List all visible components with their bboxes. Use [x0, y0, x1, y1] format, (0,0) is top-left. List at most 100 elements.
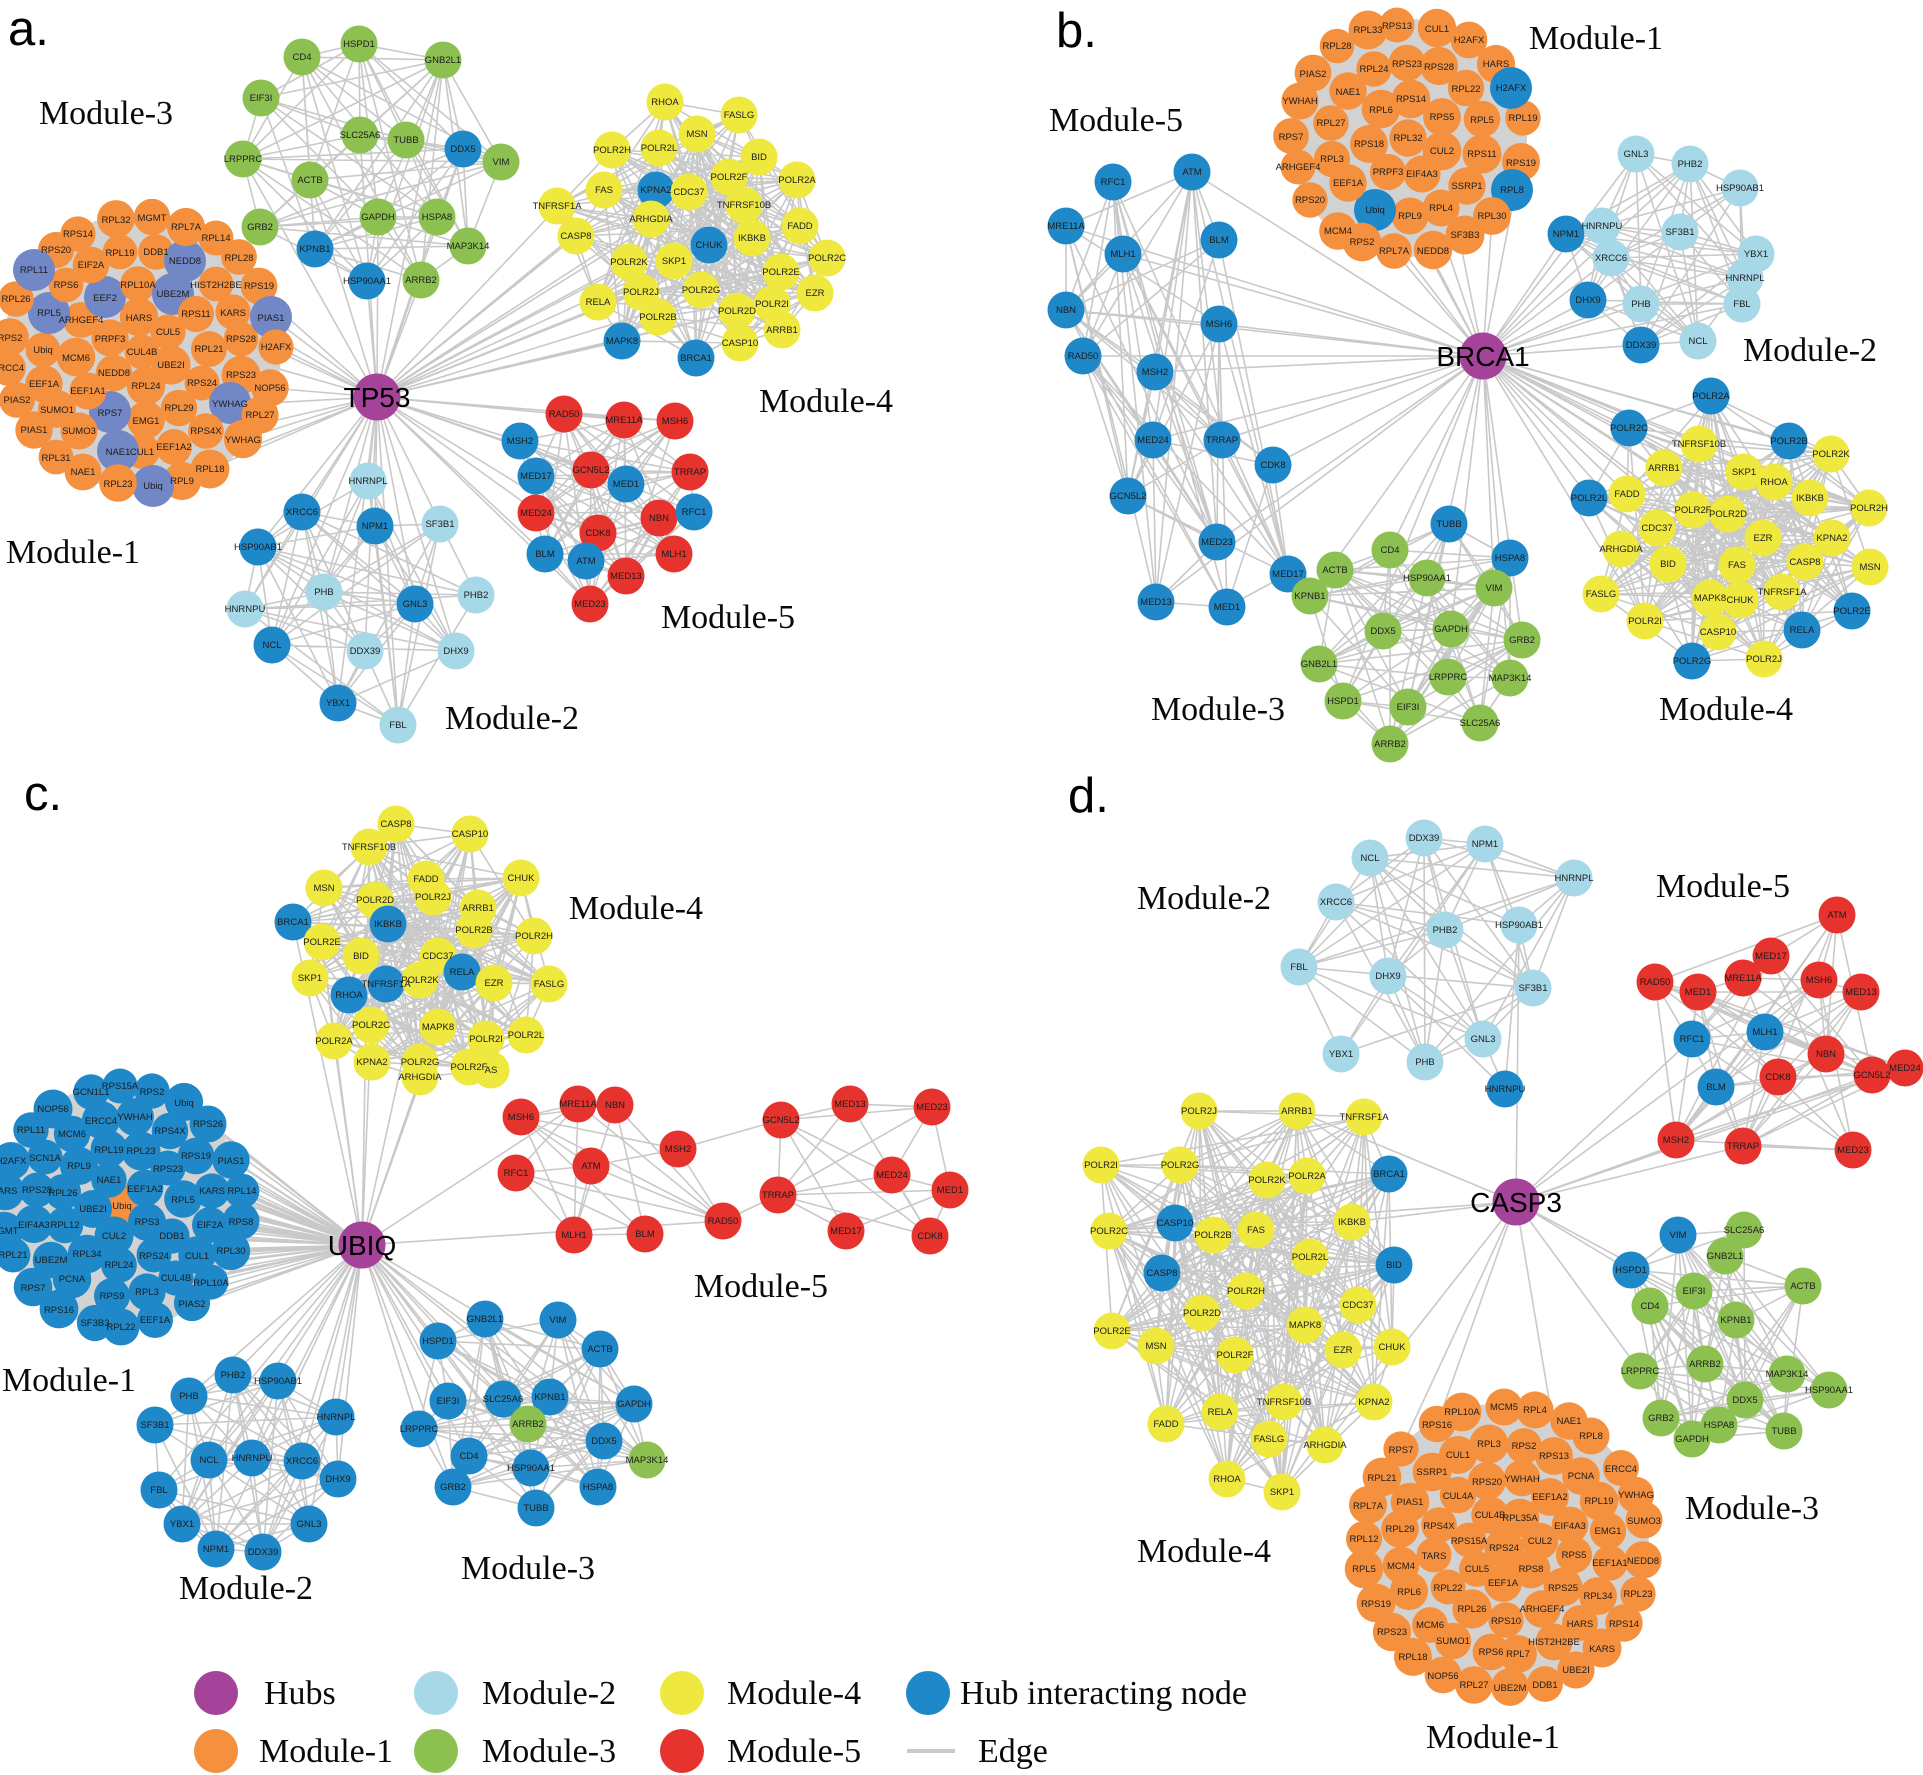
svg-text:GAPDH: GAPDH — [361, 212, 395, 223]
svg-text:RPL22: RPL22 — [106, 1322, 135, 1333]
svg-text:RPL27: RPL27 — [1316, 118, 1345, 129]
svg-text:POLR2D: POLR2D — [718, 306, 756, 317]
svg-text:MCM4: MCM4 — [1324, 226, 1352, 237]
svg-text:RPS19: RPS19 — [244, 281, 274, 292]
svg-text:UBE2I: UBE2I — [157, 360, 184, 371]
svg-text:MLH1: MLH1 — [661, 549, 686, 560]
svg-text:YWHAG: YWHAG — [212, 399, 248, 410]
svg-text:PIAS1: PIAS1 — [258, 313, 285, 324]
svg-text:CUL5: CUL5 — [1465, 1564, 1489, 1575]
svg-text:POLR2D: POLR2D — [1709, 509, 1747, 520]
svg-text:RPL5: RPL5 — [37, 308, 61, 319]
svg-text:CDC37: CDC37 — [1342, 1300, 1373, 1311]
svg-text:MSN: MSN — [686, 129, 707, 140]
svg-text:RPL9: RPL9 — [1398, 211, 1422, 222]
svg-text:POLR2H: POLR2H — [515, 931, 553, 942]
svg-text:XRCC6: XRCC6 — [1320, 897, 1352, 908]
svg-text:POLR2C: POLR2C — [808, 253, 846, 264]
svg-text:NAE1: NAE1 — [106, 447, 131, 458]
svg-text:MLH1: MLH1 — [1110, 249, 1135, 260]
svg-text:EZR: EZR — [1334, 1345, 1353, 1356]
svg-text:Edge: Edge — [978, 1733, 1048, 1770]
svg-text:RPS7: RPS7 — [21, 1283, 46, 1294]
svg-text:RPL23: RPL23 — [1623, 1589, 1652, 1600]
svg-text:RPL27: RPL27 — [1459, 1680, 1488, 1691]
svg-text:NPM1: NPM1 — [1472, 839, 1498, 850]
svg-text:POLR2L: POLR2L — [1292, 1252, 1328, 1263]
svg-text:CUL2: CUL2 — [102, 1231, 126, 1242]
svg-text:ARRB2: ARRB2 — [1689, 1359, 1721, 1370]
svg-text:POLR2A: POLR2A — [1288, 1171, 1326, 1182]
svg-text:RPL32: RPL32 — [1393, 133, 1422, 144]
svg-text:POLR2K: POLR2K — [1812, 449, 1850, 460]
svg-text:Module-2: Module-2 — [179, 1570, 313, 1607]
svg-text:SLC25A6: SLC25A6 — [1460, 718, 1501, 729]
svg-text:GCN1L1: GCN1L1 — [73, 1087, 110, 1098]
svg-text:GNL3: GNL3 — [1471, 1034, 1496, 1045]
svg-text:PCNA: PCNA — [1568, 1471, 1595, 1482]
svg-text:MED24: MED24 — [876, 1170, 908, 1181]
svg-text:RELA: RELA — [1208, 1407, 1233, 1418]
svg-text:RPS23: RPS23 — [1392, 59, 1422, 70]
svg-text:DHX9: DHX9 — [443, 646, 468, 657]
svg-text:MED13: MED13 — [1140, 597, 1172, 608]
svg-text:MED17: MED17 — [830, 1226, 862, 1237]
svg-text:CD4: CD4 — [1640, 1301, 1659, 1312]
svg-text:FASLG: FASLG — [724, 110, 755, 121]
svg-text:TUBB: TUBB — [1436, 519, 1461, 530]
svg-text:HARS: HARS — [1483, 59, 1509, 70]
svg-text:Module-2: Module-2 — [1743, 332, 1877, 369]
svg-text:RPS14: RPS14 — [1396, 94, 1426, 105]
svg-text:NPM1: NPM1 — [362, 521, 388, 532]
svg-text:BID: BID — [751, 152, 767, 163]
svg-text:TP53: TP53 — [344, 382, 411, 413]
svg-text:RPL4: RPL4 — [1429, 203, 1453, 214]
svg-text:HSP90AB1: HSP90AB1 — [1716, 183, 1764, 194]
svg-text:NOP56: NOP56 — [254, 383, 285, 394]
svg-text:RAD50: RAD50 — [1068, 351, 1099, 362]
svg-text:IKBKB: IKBKB — [1796, 493, 1824, 504]
svg-text:MCM4: MCM4 — [1387, 1561, 1415, 1572]
svg-text:SF3B1: SF3B1 — [140, 1420, 169, 1431]
svg-text:POLR2K: POLR2K — [401, 975, 439, 986]
svg-text:VIM: VIM — [1486, 583, 1503, 594]
svg-text:EMG1: EMG1 — [1595, 1526, 1622, 1537]
svg-text:SLC25A6: SLC25A6 — [1724, 1225, 1765, 1236]
svg-text:RPL19: RPL19 — [105, 248, 134, 259]
svg-text:CDC37: CDC37 — [673, 187, 704, 198]
svg-text:RPS8: RPS8 — [1519, 1564, 1544, 1575]
svg-text:H2AFX: H2AFX — [0, 1156, 27, 1167]
svg-text:TARS: TARS — [1422, 1551, 1447, 1562]
svg-text:MSN: MSN — [1145, 1341, 1166, 1352]
svg-text:HSP90AB1: HSP90AB1 — [234, 542, 282, 553]
svg-text:RPS6: RPS6 — [54, 280, 79, 291]
svg-text:Module-3: Module-3 — [1685, 1490, 1819, 1527]
svg-text:HNRNPU: HNRNPU — [1582, 221, 1623, 232]
svg-text:EEF1A2: EEF1A2 — [156, 442, 191, 453]
svg-text:Module-3: Module-3 — [461, 1550, 595, 1587]
svg-text:MCM5: MCM5 — [1490, 1402, 1518, 1413]
svg-text:RPS16: RPS16 — [1422, 1420, 1452, 1431]
svg-text:CUL2: CUL2 — [1528, 1536, 1552, 1547]
svg-text:NAE1: NAE1 — [1336, 87, 1361, 98]
svg-text:BID: BID — [353, 951, 369, 962]
svg-text:RPS25: RPS25 — [1548, 1583, 1578, 1594]
svg-text:EEF1A: EEF1A — [140, 1315, 171, 1326]
svg-text:Module-1: Module-1 — [1529, 20, 1663, 57]
svg-text:HNRNPL: HNRNPL — [348, 476, 387, 487]
svg-text:POLR2F: POLR2F — [711, 172, 748, 183]
svg-text:Module-2: Module-2 — [445, 700, 579, 737]
svg-text:HNRNPL: HNRNPL — [1554, 873, 1593, 884]
svg-text:EIF4A3: EIF4A3 — [1554, 1521, 1586, 1532]
svg-text:RPL30: RPL30 — [1477, 211, 1506, 222]
svg-text:Hub interacting node: Hub interacting node — [960, 1675, 1247, 1712]
svg-text:YWHAG: YWHAG — [1618, 1490, 1654, 1501]
svg-text:BRCA1: BRCA1 — [1436, 341, 1529, 372]
svg-text:PIAS1: PIAS1 — [21, 425, 48, 436]
svg-text:ACTB: ACTB — [297, 175, 322, 186]
svg-text:RPL29: RPL29 — [164, 403, 193, 414]
svg-text:ARHGEF4: ARHGEF4 — [1520, 1604, 1565, 1615]
svg-text:HSP90AA1: HSP90AA1 — [1805, 1385, 1853, 1396]
svg-text:c.: c. — [24, 767, 62, 821]
svg-text:RFC1: RFC1 — [1101, 177, 1126, 188]
